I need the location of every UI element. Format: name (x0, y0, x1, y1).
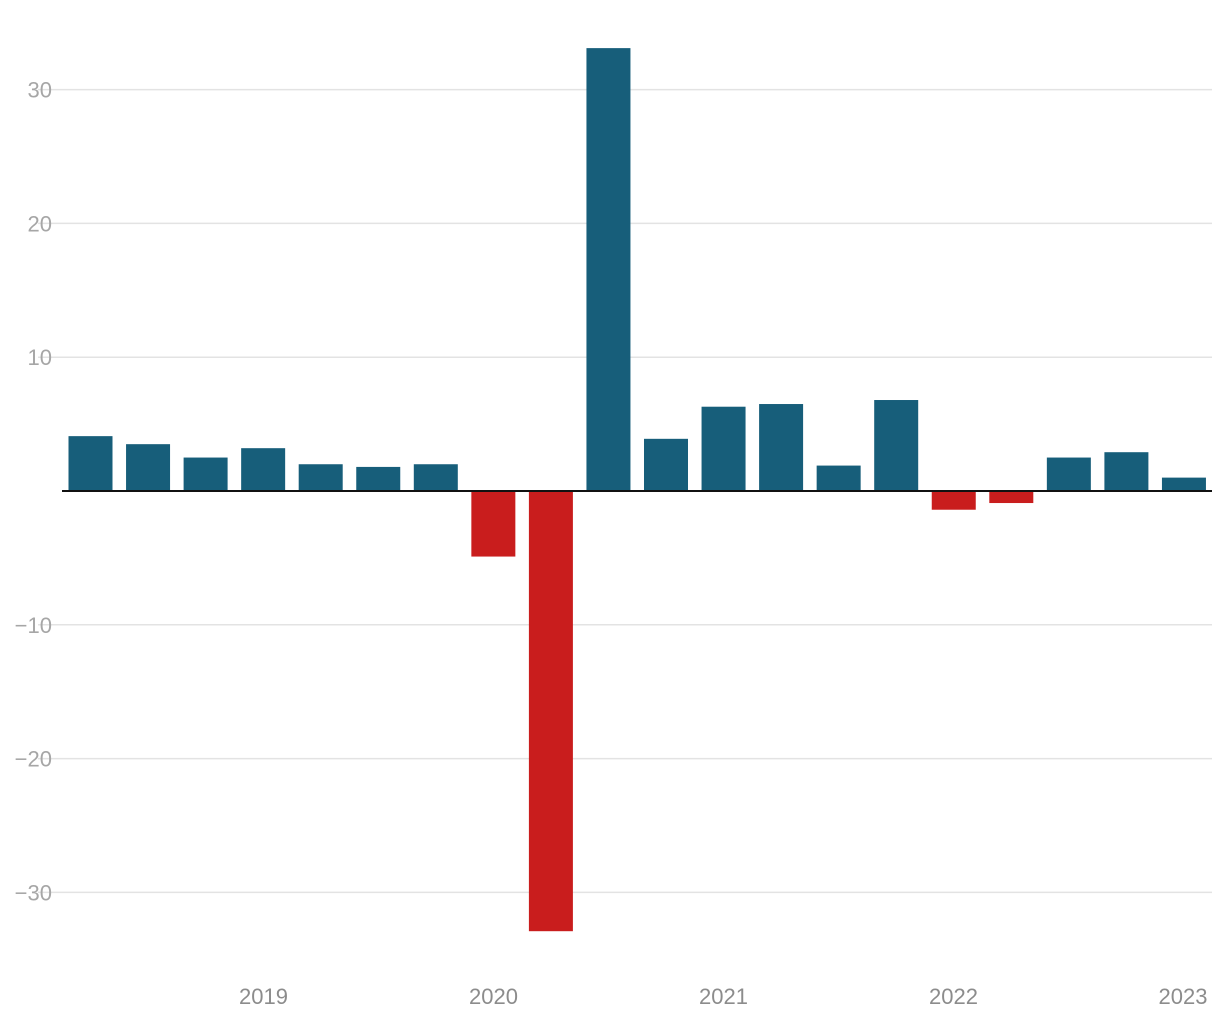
bar-2020-q2 (528, 491, 573, 932)
bar-2022-q2 (989, 491, 1034, 504)
y-tick-label: −20 (15, 747, 52, 772)
y-tick-label: −30 (15, 880, 52, 905)
bar-2018-q3 (126, 444, 171, 491)
bar-2019-q1 (241, 448, 286, 491)
bar-2019-q2 (298, 464, 343, 491)
y-tick-label: 30 (28, 78, 52, 103)
y-tick-label: 20 (28, 211, 52, 236)
x-tick-label: 2019 (239, 984, 288, 1009)
y-axis-tick-labels: 30 20 10 −10 −20 −30 (15, 78, 52, 906)
bar-2022-q3 (1046, 457, 1091, 491)
bar-2022-q4 (1104, 452, 1149, 491)
bar-2018-q4 (183, 457, 228, 491)
bar-2020-q1 (471, 491, 516, 557)
x-axis-tick-labels: 2019 2020 2021 2022 2023 (239, 984, 1207, 1009)
y-tick-label: 10 (28, 345, 52, 370)
bar-2019-q3 (356, 466, 401, 491)
x-tick-label: 2022 (929, 984, 978, 1009)
bar-2023-q1 (1161, 477, 1206, 491)
bar-2021-q2 (759, 404, 804, 491)
x-tick-label: 2021 (699, 984, 748, 1009)
bar-2021-q4 (874, 400, 919, 491)
bar-2021-q1 (701, 406, 746, 491)
bar-2020-q3 (586, 48, 631, 492)
y-tick-label: −10 (15, 613, 52, 638)
bar-2020-q4 (644, 438, 688, 491)
bars (68, 48, 1206, 932)
bar-2018-q2 (68, 436, 113, 491)
x-tick-label: 2023 (1159, 984, 1208, 1009)
x-tick-label: 2020 (469, 984, 518, 1009)
bar-2019-q4 (413, 464, 458, 491)
bar-2021-q3 (816, 465, 861, 491)
bar-2022-q1 (931, 491, 976, 510)
